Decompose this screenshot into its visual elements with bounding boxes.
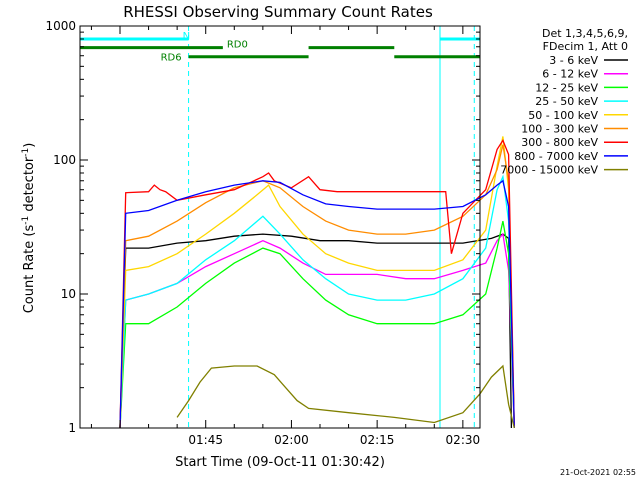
y-axis-label-part: detector bbox=[22, 156, 37, 216]
flag-label: RD6 bbox=[161, 53, 182, 64]
y-tick-label: 10 bbox=[61, 287, 76, 301]
legend-label: 800 - 7000 keV bbox=[514, 150, 598, 163]
series-line-6 bbox=[119, 138, 515, 429]
series-line-0 bbox=[119, 233, 513, 429]
chart-title: RHESSI Observing Summary Count Rates bbox=[123, 3, 433, 21]
series-line-3 bbox=[119, 174, 515, 429]
y-axis-label-part: Count Rate (s bbox=[22, 225, 37, 314]
legend-header: Det 1,3,4,5,6,9, bbox=[542, 27, 628, 40]
legend-label: 6 - 12 keV bbox=[542, 68, 598, 81]
timestamp: 21-Oct-2021 02:55 bbox=[560, 468, 636, 477]
legend-label: 25 - 50 keV bbox=[535, 95, 598, 108]
axis-frame bbox=[79, 25, 481, 429]
x-tick-label: 02:00 bbox=[274, 433, 309, 447]
y-tick-label: 1 bbox=[68, 421, 76, 435]
y-axis-label: Count Rate (s-1 detector-1) bbox=[21, 143, 37, 314]
series-line-5 bbox=[119, 144, 515, 429]
legend-label: 7000 - 15000 keV bbox=[500, 164, 598, 177]
plot-area: N RD0 RD6 bbox=[79, 26, 515, 429]
legend: Det 1,3,4,5,6,9,FDecim 1, Att 03 - 6 keV… bbox=[500, 27, 628, 177]
y-tick-label: 1000 bbox=[45, 19, 76, 33]
x-tick-label: 02:15 bbox=[360, 433, 395, 447]
flag-label: RD0 bbox=[227, 40, 248, 51]
axes: 01:45 02:00 02:15 02:30 1 10 100 1000 bbox=[45, 19, 481, 447]
legend-label: 3 - 6 keV bbox=[549, 54, 598, 67]
x-tick-label: 01:45 bbox=[188, 433, 223, 447]
y-axis-label-part: ) bbox=[22, 143, 37, 148]
legend-label: 300 - 800 keV bbox=[521, 136, 598, 149]
legend-label: 100 - 300 keV bbox=[521, 123, 598, 136]
series-line-2 bbox=[119, 220, 515, 429]
y-tick-label: 100 bbox=[53, 153, 76, 167]
series-line-4 bbox=[119, 136, 515, 429]
legend-header: FDecim 1, Att 0 bbox=[543, 40, 628, 53]
series-line-7 bbox=[119, 179, 515, 429]
series-line-8 bbox=[176, 364, 515, 429]
legend-label: 50 - 100 keV bbox=[528, 109, 598, 122]
x-axis-label: Start Time (09-Oct-11 01:30:42) bbox=[175, 455, 385, 470]
y-axis-label-exponent: -1 bbox=[21, 216, 31, 225]
flag-label: N bbox=[183, 31, 190, 42]
series-line-1 bbox=[119, 232, 515, 429]
y-axis-label-exponent: -1 bbox=[21, 148, 31, 157]
legend-label: 12 - 25 keV bbox=[535, 81, 598, 94]
x-tick-label: 02:30 bbox=[446, 433, 481, 447]
